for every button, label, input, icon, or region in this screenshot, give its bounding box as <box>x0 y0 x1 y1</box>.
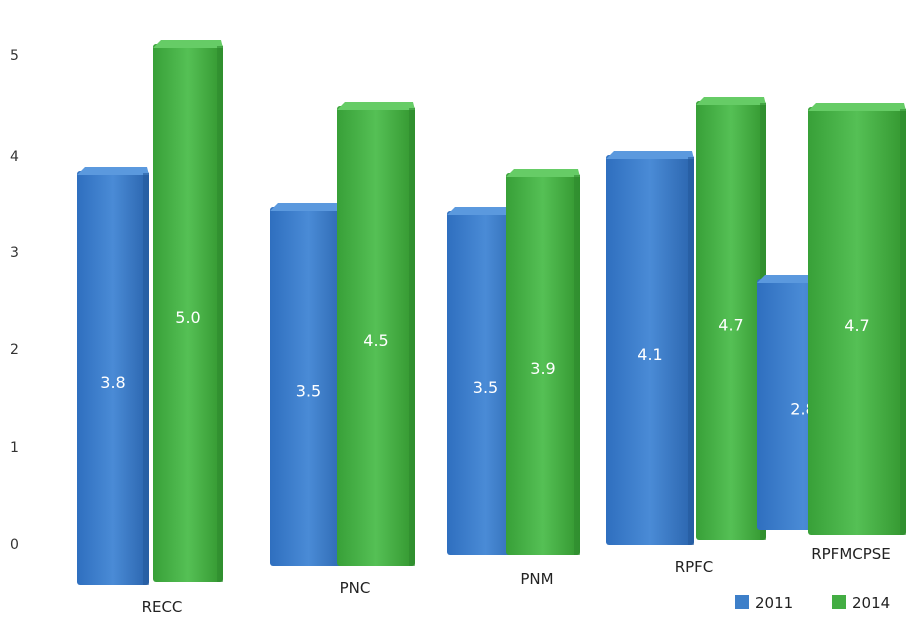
bar-value-label: 4.5 <box>363 331 388 350</box>
bar-value-label: 3.5 <box>296 382 321 401</box>
bar-body <box>606 155 694 545</box>
legend: 2011 2014 <box>735 594 890 612</box>
legend-item-2011: 2011 <box>735 594 793 612</box>
y-tick-label: 4 <box>10 149 19 165</box>
bar-top-face <box>270 203 347 211</box>
bar-side-face <box>143 173 149 585</box>
y-axis: 0 1 2 3 4 5 <box>10 48 19 553</box>
bar-recc-2011: 3.8 <box>77 167 149 585</box>
bar-body <box>808 107 906 535</box>
bar-top-face <box>153 40 223 48</box>
bar-pnc-2014: 4.5 <box>337 102 415 566</box>
y-tick-label: 3 <box>10 245 19 261</box>
bars: 3.85.03.54.53.53.94.14.72.84.7 <box>77 40 906 585</box>
bar-pnm-2014: 3.9 <box>506 169 580 555</box>
bar-top-face <box>77 167 149 175</box>
bar-top-face <box>606 151 694 159</box>
bar-top-face <box>447 207 524 215</box>
category-label: PNM <box>520 570 553 588</box>
bar-value-label: 3.9 <box>530 359 555 378</box>
legend-label: 2014 <box>852 594 890 612</box>
bar-side-face <box>574 175 580 555</box>
bar-body <box>153 44 223 582</box>
bar-side-face <box>409 108 415 566</box>
category-label: RPFMCPSE <box>811 545 891 563</box>
bar-top-face <box>696 97 766 105</box>
bar-value-label: 5.0 <box>175 308 200 327</box>
legend-label: 2011 <box>755 594 793 612</box>
y-tick-label: 2 <box>10 342 19 358</box>
bar-recc-2014: 5.0 <box>153 40 223 582</box>
legend-item-2014: 2014 <box>832 594 890 612</box>
bar-side-face <box>217 46 223 582</box>
y-tick-label: 0 <box>10 537 19 553</box>
bar-pnc-2011: 3.5 <box>270 203 347 566</box>
bar-value-label: 4.1 <box>637 345 662 364</box>
y-tick-label: 5 <box>10 48 19 64</box>
bar-body <box>447 211 524 555</box>
bar-top-face <box>506 169 580 177</box>
bar-rpfc-2011: 4.1 <box>606 151 694 545</box>
bar-body <box>696 101 766 540</box>
bar-side-face <box>900 109 906 535</box>
y-tick-label: 1 <box>10 440 19 456</box>
bar-body <box>77 171 149 585</box>
category-label: PNC <box>340 579 371 597</box>
bar-top-face <box>337 102 415 110</box>
category-label: RECC <box>142 598 183 616</box>
bar-body <box>506 173 580 555</box>
legend-swatch <box>832 595 846 609</box>
bar-body <box>337 106 415 566</box>
bar-body <box>270 207 347 566</box>
bar-rpfmcpse-2014: 4.7 <box>808 103 906 535</box>
bar-rpfc-2014: 4.7 <box>696 97 766 540</box>
bar-side-face <box>688 157 694 545</box>
bar-value-label: 3.8 <box>100 373 125 392</box>
bar-value-label: 3.5 <box>473 378 498 397</box>
bar-top-face <box>808 103 906 111</box>
legend-swatch <box>735 595 749 609</box>
bar-value-label: 4.7 <box>844 316 869 335</box>
bar-value-label: 4.7 <box>718 316 743 335</box>
category-label: RPFC <box>675 558 714 576</box>
category-labels: RECC PNC PNM RPFC RPFMCPSE <box>142 545 891 616</box>
